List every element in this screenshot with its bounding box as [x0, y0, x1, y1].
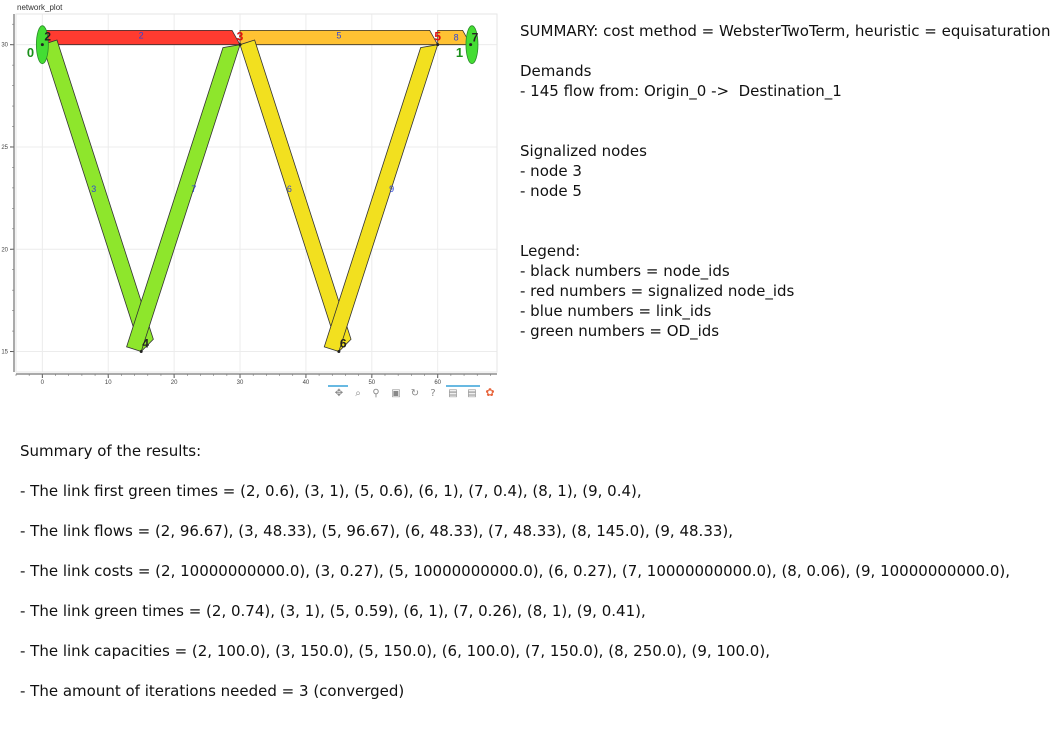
- reset-icon[interactable]: ↻: [411, 388, 419, 399]
- network-plot[interactable]: network_plot 0 10 20 30 40 50 60 30 25 20 15 2 3 7 5 6 9…: [0, 0, 510, 405]
- node-label: 5: [434, 30, 441, 44]
- node-dot: [139, 350, 143, 354]
- node-dot: [469, 43, 473, 47]
- y-tick-label: 20: [1, 247, 8, 253]
- node-label: 3: [237, 30, 244, 44]
- summary-line: [520, 41, 1040, 61]
- summary-line: - green numbers = OD_ids: [520, 322, 720, 340]
- save-icon[interactable]: ▣: [391, 388, 400, 399]
- summary-line: - node 3: [520, 162, 582, 180]
- y-tick-label: 15: [1, 350, 8, 356]
- y-tick-label: 30: [1, 43, 8, 49]
- summary-line: - red numbers = signalized node_ids: [520, 282, 795, 300]
- hover-icon-2[interactable]: ▤: [467, 388, 476, 399]
- result-line: - The link green times = (2, 0.74), (3, …: [20, 602, 646, 620]
- x-tick-label: 20: [171, 380, 178, 386]
- node-dot: [436, 43, 440, 47]
- summary-line: - 145 flow from: Origin_0 -> Destination…: [520, 82, 842, 100]
- link-9: [323, 44, 439, 353]
- link-label: 7: [191, 184, 196, 194]
- x-tick-label: 0: [41, 380, 45, 386]
- summary-line: - black numbers = node_ids: [520, 262, 730, 280]
- hover-icon[interactable]: ▤: [448, 388, 457, 399]
- summary-line: - node 5: [520, 182, 582, 200]
- result-line: - The link costs = (2, 10000000000.0), (…: [20, 562, 1011, 580]
- link-label: 2: [139, 31, 144, 41]
- plot-canvas[interactable]: 0 10 20 30 40 50 60 30 25 20 15 2 3 7 5 6 9 8 2 3 4 5 6 7 0 1 ✥ ⌕ ⚲ ▣…: [0, 0, 510, 405]
- result-line: - The link flows = (2, 96.67), (3, 48.33…: [20, 522, 734, 540]
- results-panel: Summary of the results: - The link first…: [20, 441, 1040, 721]
- summary-line: Legend:: [520, 242, 581, 260]
- bokeh-logo-icon[interactable]: ✿: [485, 386, 494, 399]
- x-tick-label: 10: [105, 380, 112, 386]
- plot-title: network_plot: [17, 3, 63, 12]
- link-label: 8: [454, 33, 459, 43]
- node-label: 7: [472, 31, 479, 45]
- node-label: 4: [142, 337, 149, 351]
- box-zoom-icon[interactable]: ⌕: [355, 388, 361, 399]
- summary-panel: SUMMARY: cost method = WebsterTwoTerm, h…: [520, 21, 1050, 341]
- node-dot: [40, 43, 44, 47]
- summary-line: [520, 121, 1040, 141]
- od-label: 0: [27, 45, 34, 60]
- x-tick-label: 50: [368, 380, 375, 386]
- y-tick-label: 25: [1, 145, 8, 151]
- plot-frame: [15, 13, 498, 373]
- x-tick-label: 30: [237, 380, 244, 386]
- node-dot: [238, 43, 242, 47]
- x-tick-label: 60: [434, 380, 441, 386]
- summary-line: - blue numbers = link_ids: [520, 302, 712, 320]
- od-label: 1: [456, 45, 463, 60]
- summary-line: [520, 221, 1040, 241]
- summary-line: Demands: [520, 62, 592, 80]
- results-heading: Summary of the results:: [20, 442, 202, 460]
- link-label: 6: [287, 184, 292, 194]
- node-label: 2: [44, 30, 51, 44]
- result-line: - The link capacities = (2, 100.0), (3, …: [20, 642, 770, 660]
- summary-line: [520, 201, 1040, 221]
- link-7: [126, 44, 241, 353]
- result-line: - The amount of iterations needed = 3 (c…: [20, 682, 405, 700]
- link-label: 9: [389, 184, 394, 194]
- node-label: 6: [340, 337, 347, 351]
- link-label: 5: [336, 31, 341, 41]
- link-label: 3: [91, 184, 96, 194]
- summary-line: SUMMARY: cost method = WebsterTwoTerm, h…: [520, 22, 1050, 40]
- x-tick-label: 40: [303, 380, 310, 386]
- pan-icon[interactable]: ✥: [335, 388, 343, 399]
- link-6: [239, 39, 352, 353]
- summary-line: [520, 101, 1040, 121]
- link-8: [437, 29, 472, 46]
- link-3: [41, 39, 154, 353]
- help-icon[interactable]: ?: [430, 388, 435, 399]
- node-dot: [337, 350, 341, 354]
- link-5: [239, 29, 439, 46]
- result-line: - The link first green times = (2, 0.6),…: [20, 482, 642, 500]
- summary-line: Signalized nodes: [520, 142, 647, 160]
- wheel-zoom-icon[interactable]: ⚲: [372, 388, 379, 399]
